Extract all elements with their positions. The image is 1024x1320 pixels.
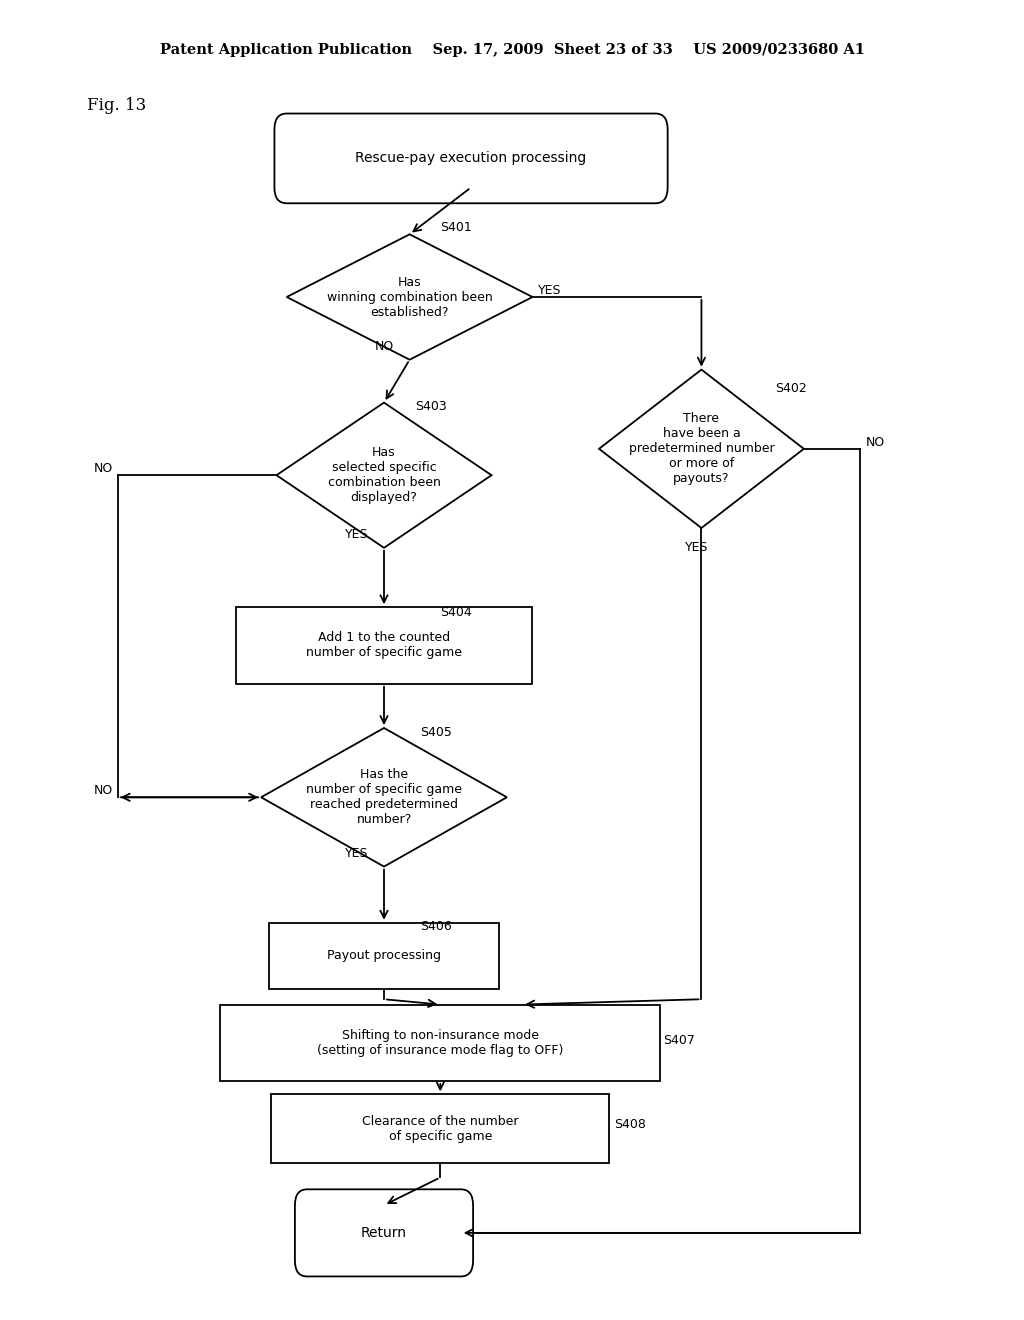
Text: There
have been a
predetermined number
or more of
payouts?: There have been a predetermined number o…: [629, 412, 774, 486]
Text: NO: NO: [93, 462, 113, 475]
Text: Has
selected specific
combination been
displayed?: Has selected specific combination been d…: [328, 446, 440, 504]
FancyBboxPatch shape: [274, 114, 668, 203]
Text: S404: S404: [440, 606, 472, 619]
Text: Patent Application Publication    Sep. 17, 2009  Sheet 23 of 33    US 2009/02336: Patent Application Publication Sep. 17, …: [160, 44, 864, 57]
Text: Shifting to non-insurance mode
(setting of insurance mode flag to OFF): Shifting to non-insurance mode (setting …: [317, 1028, 563, 1057]
Text: YES: YES: [685, 541, 708, 554]
Bar: [268, 923, 500, 989]
Text: Has the
number of specific game
reached predetermined
number?: Has the number of specific game reached …: [306, 768, 462, 826]
Text: S406: S406: [420, 920, 452, 933]
Text: YES: YES: [345, 528, 369, 541]
Polygon shape: [276, 403, 492, 548]
Text: S403: S403: [415, 400, 446, 413]
Bar: [236, 607, 532, 684]
Polygon shape: [261, 729, 507, 866]
Text: S405: S405: [420, 726, 452, 739]
Bar: [271, 1094, 609, 1163]
Text: Rescue-pay execution processing: Rescue-pay execution processing: [355, 152, 587, 165]
Text: Add 1 to the counted
number of specific game: Add 1 to the counted number of specific …: [306, 631, 462, 660]
Polygon shape: [599, 370, 804, 528]
FancyBboxPatch shape: [295, 1189, 473, 1276]
Text: NO: NO: [375, 341, 394, 352]
Text: S408: S408: [614, 1118, 646, 1131]
Text: S402: S402: [775, 381, 807, 395]
Text: YES: YES: [538, 284, 561, 297]
Text: NO: NO: [865, 436, 885, 449]
Text: S407: S407: [664, 1034, 695, 1047]
Text: Return: Return: [361, 1226, 407, 1239]
Text: NO: NO: [93, 784, 113, 797]
Text: Payout processing: Payout processing: [327, 949, 441, 962]
Polygon shape: [287, 235, 532, 359]
Text: YES: YES: [345, 847, 369, 859]
Text: Has
winning combination been
established?: Has winning combination been established…: [327, 276, 493, 318]
Text: Fig. 13: Fig. 13: [87, 98, 146, 114]
Text: Clearance of the number
of specific game: Clearance of the number of specific game: [362, 1114, 518, 1143]
Bar: [220, 1005, 660, 1081]
Text: S401: S401: [440, 220, 472, 234]
